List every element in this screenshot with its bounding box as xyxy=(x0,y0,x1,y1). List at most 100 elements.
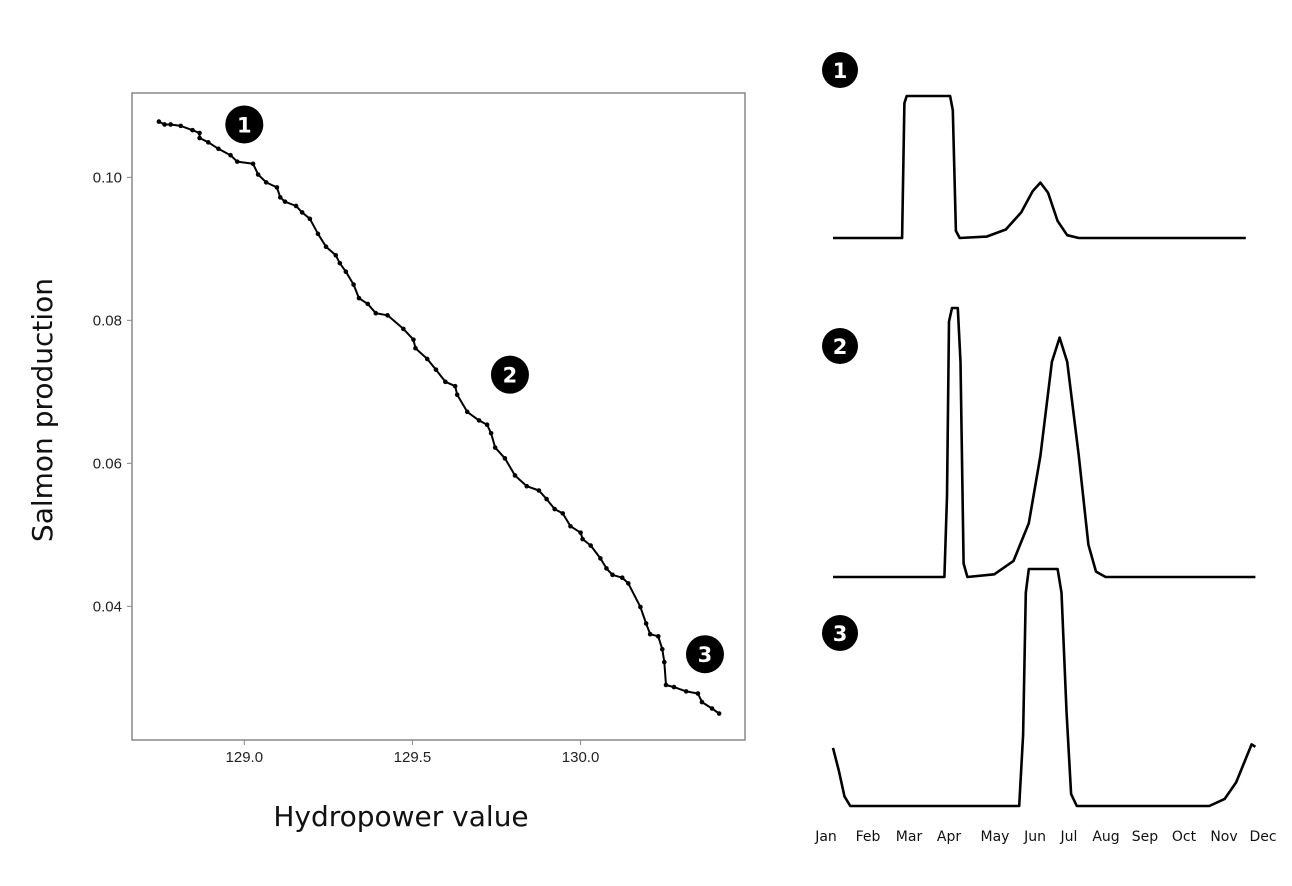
data-point xyxy=(315,231,321,237)
data-point xyxy=(655,634,661,639)
data-point xyxy=(709,706,715,711)
data-point xyxy=(333,252,339,258)
x-axis: 129.0 129.5 130.0 xyxy=(226,740,600,766)
frontier-line xyxy=(158,120,720,715)
x-tick-label: 129.5 xyxy=(394,749,432,766)
month-label: Aug xyxy=(1092,829,1119,845)
data-point xyxy=(512,473,518,478)
data-point xyxy=(424,356,430,362)
data-point xyxy=(401,326,406,332)
month-label: Jul xyxy=(1060,829,1078,845)
data-point xyxy=(638,604,643,610)
profile-panel-2: 2 xyxy=(822,306,1256,579)
data-point xyxy=(277,195,283,200)
profile-line xyxy=(833,306,1256,579)
y-axis: 0.04 0.06 0.08 0.10 xyxy=(93,169,132,615)
data-point xyxy=(560,511,566,516)
x-tick-label: 129.0 xyxy=(226,749,264,766)
data-point xyxy=(604,566,609,571)
data-point xyxy=(524,483,530,489)
data-point xyxy=(452,383,458,389)
month-label: Nov xyxy=(1210,829,1237,845)
month-label: Apr xyxy=(937,829,961,845)
data-point xyxy=(580,536,585,542)
data-point xyxy=(626,581,631,586)
badge-label: 3 xyxy=(698,643,713,667)
data-point xyxy=(464,409,470,415)
data-point xyxy=(588,543,593,548)
data-point xyxy=(492,445,498,450)
data-point xyxy=(162,122,167,127)
data-point xyxy=(619,575,625,581)
y-tick-label: 0.08 xyxy=(93,312,122,329)
month-axis: Jan Feb Mar Apr May Jun Jul Aug Sep Oct Nov Dec xyxy=(814,829,1276,845)
data-point xyxy=(250,161,256,167)
data-point xyxy=(228,152,233,158)
profile-panel-1: 1 xyxy=(822,52,1246,240)
data-point xyxy=(293,203,299,209)
profile-line xyxy=(831,567,1257,808)
data-point xyxy=(661,659,667,665)
data-point xyxy=(536,488,542,493)
data-point xyxy=(647,631,653,637)
data-point xyxy=(255,172,261,177)
data-point xyxy=(568,523,573,529)
data-point xyxy=(282,199,288,204)
badge-label: 2 xyxy=(833,335,848,359)
badge-circle xyxy=(685,635,724,674)
data-point xyxy=(385,313,390,318)
data-point xyxy=(156,119,162,124)
data-point xyxy=(307,216,313,222)
data-point xyxy=(502,456,508,461)
badge-1: 1 xyxy=(225,105,264,144)
data-point xyxy=(716,711,722,716)
plot-frame xyxy=(131,92,746,741)
data-point xyxy=(544,496,549,502)
badge-3: 3 xyxy=(685,635,724,674)
data-point xyxy=(443,379,448,385)
data-point xyxy=(643,621,649,626)
badge-label: 1 xyxy=(237,113,252,137)
data-point xyxy=(683,689,689,694)
badge-circle xyxy=(822,615,858,651)
data-point xyxy=(299,210,305,215)
profile-panel-3: 3 xyxy=(822,567,1257,808)
badge-circle xyxy=(822,328,858,364)
data-point xyxy=(476,418,482,423)
data-point xyxy=(216,146,221,152)
data-point xyxy=(578,530,583,535)
data-point xyxy=(552,506,557,512)
frontier-series xyxy=(156,119,722,716)
tradeoff-chart: 0.04 0.06 0.08 0.10 129.0 129.5 130.0 Salmon … xyxy=(26,92,746,833)
x-axis-label: Hydropower value xyxy=(273,800,528,833)
data-point xyxy=(454,392,460,397)
data-point xyxy=(699,699,705,705)
badge-label: 2 xyxy=(503,364,518,388)
badge-circle xyxy=(822,52,858,88)
month-label: Sep xyxy=(1132,829,1159,845)
month-label: Feb xyxy=(856,829,881,845)
y-tick-label: 0.06 xyxy=(93,455,122,472)
data-point xyxy=(337,260,343,266)
data-point xyxy=(351,282,356,287)
data-point xyxy=(323,244,329,250)
badge-2: 2 xyxy=(490,355,529,394)
data-point xyxy=(365,301,371,307)
badge-circle xyxy=(490,355,529,394)
data-point xyxy=(413,345,418,351)
month-label: Mar xyxy=(896,829,923,845)
data-point xyxy=(659,646,665,652)
data-point xyxy=(610,572,615,578)
data-point xyxy=(695,691,701,696)
data-point xyxy=(671,684,677,690)
profile-line xyxy=(833,94,1246,240)
data-point xyxy=(343,269,349,275)
badge-circle xyxy=(225,105,264,144)
data-point xyxy=(168,122,173,127)
month-label: May xyxy=(981,829,1010,845)
month-label: Oct xyxy=(1172,829,1197,845)
y-axis-label: Salmon production xyxy=(26,278,59,542)
x-tick-label: 130.0 xyxy=(562,749,600,766)
y-tick-label: 0.04 xyxy=(93,598,122,615)
